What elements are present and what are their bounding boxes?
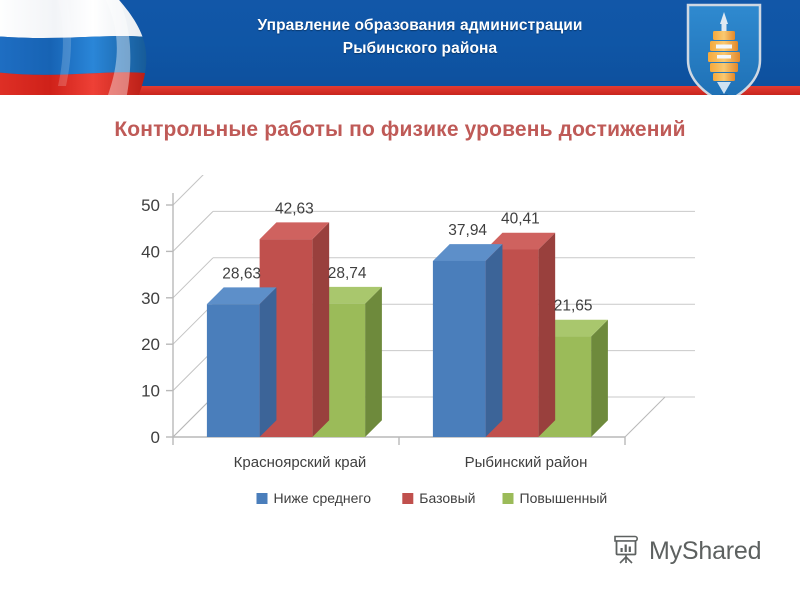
bar-side-face — [591, 319, 608, 437]
bar-front-face — [206, 304, 260, 437]
legend-label-1: Базовый — [419, 490, 475, 506]
bar-top-face — [538, 319, 608, 337]
y-tick-label-40: 40 — [141, 242, 160, 261]
bar-top-face — [312, 286, 382, 304]
category-label-0: Красноярский край — [234, 454, 367, 471]
legend-item-0[interactable]: Ниже среднего — [256, 490, 372, 506]
bar-side-face — [485, 244, 503, 437]
gridline-depth-20 — [172, 303, 214, 345]
bar-front-face — [432, 260, 486, 437]
legend-swatch-0 — [256, 493, 268, 504]
legend-swatch-1 — [402, 493, 414, 504]
y-tick-label-20: 20 — [141, 335, 160, 354]
floor-left-edge — [172, 396, 214, 438]
gridline-depth-50 — [172, 175, 204, 206]
bar-value-label-1-2: 21,65 — [554, 298, 593, 315]
y-tick-label-50: 50 — [141, 196, 160, 215]
legend-item-1[interactable]: Базовый — [402, 490, 475, 506]
bar-top-face — [432, 244, 503, 261]
banner-red-stripe — [0, 86, 800, 95]
bar-side-face — [259, 287, 277, 437]
bar-value-label-0-1: 42,63 — [275, 200, 314, 217]
bar-value-label-0-0: 28,63 — [222, 265, 261, 282]
myshared-watermark: MyShared — [612, 533, 762, 570]
bar-value-label-1-1: 40,41 — [501, 211, 540, 228]
y-tick-label-30: 30 — [141, 289, 160, 308]
bar-value-label-0-2: 28,74 — [328, 265, 367, 282]
legend-swatch-2 — [502, 493, 514, 504]
bar-chart: 0 10 20 30 40 50 28,63 42,63 28,74 37,94 40,41 21,6… — [95, 175, 695, 520]
category-label-1: Рыбинский район — [465, 454, 588, 471]
bar-side-face — [312, 222, 330, 437]
legend-item-2[interactable]: Повышенный — [502, 490, 608, 506]
floor-right-edge — [624, 396, 666, 438]
rybinsky-coat-of-arms-icon — [683, 2, 765, 95]
flipchart-presentation-icon — [612, 533, 642, 570]
bar-top-face — [259, 222, 330, 240]
bar-1-0 — [432, 244, 503, 437]
bar-side-face — [538, 232, 556, 437]
gridline-depth-30 — [172, 257, 214, 299]
gridline-depth-10 — [172, 350, 214, 391]
header-title-line2: Рыбинского района — [342, 40, 498, 58]
russian-flag-icon — [0, 0, 184, 95]
y-tick-label-10: 10 — [141, 382, 160, 401]
page-title: Контрольные работы по физике уровень дос… — [114, 118, 686, 141]
header-title-line1: Управление образования администрации — [257, 17, 583, 34]
bar-top-face — [206, 287, 277, 305]
bar-top-face — [485, 232, 556, 250]
header-title: Управление образования администрации Рыб… — [200, 14, 640, 61]
bar-value-label-1-0: 37,94 — [448, 222, 487, 239]
bar-side-face — [365, 286, 382, 437]
bar-0-0 — [206, 287, 277, 437]
legend-label-2: Повышенный — [520, 490, 608, 506]
gridline-depth-40 — [172, 211, 214, 252]
header-banner: Управление образования администрации Рыб… — [0, 0, 800, 95]
legend-label-0: Ниже среднего — [274, 490, 372, 506]
myshared-label: MyShared — [649, 537, 762, 565]
y-tick-label-0: 0 — [151, 428, 160, 447]
